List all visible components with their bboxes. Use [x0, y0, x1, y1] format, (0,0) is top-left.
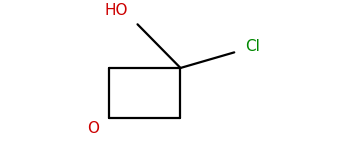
Text: O: O [87, 121, 99, 136]
Text: HO: HO [104, 3, 128, 18]
Text: Cl: Cl [245, 39, 260, 54]
